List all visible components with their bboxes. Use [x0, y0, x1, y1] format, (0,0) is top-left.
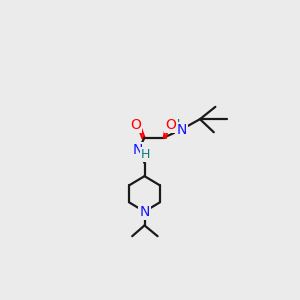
Text: O: O	[165, 118, 176, 131]
Text: N: N	[139, 205, 150, 219]
Text: H: H	[141, 148, 150, 161]
Text: N: N	[176, 123, 187, 137]
Text: O: O	[130, 118, 141, 131]
Text: N: N	[132, 143, 143, 157]
Text: H: H	[171, 118, 180, 131]
